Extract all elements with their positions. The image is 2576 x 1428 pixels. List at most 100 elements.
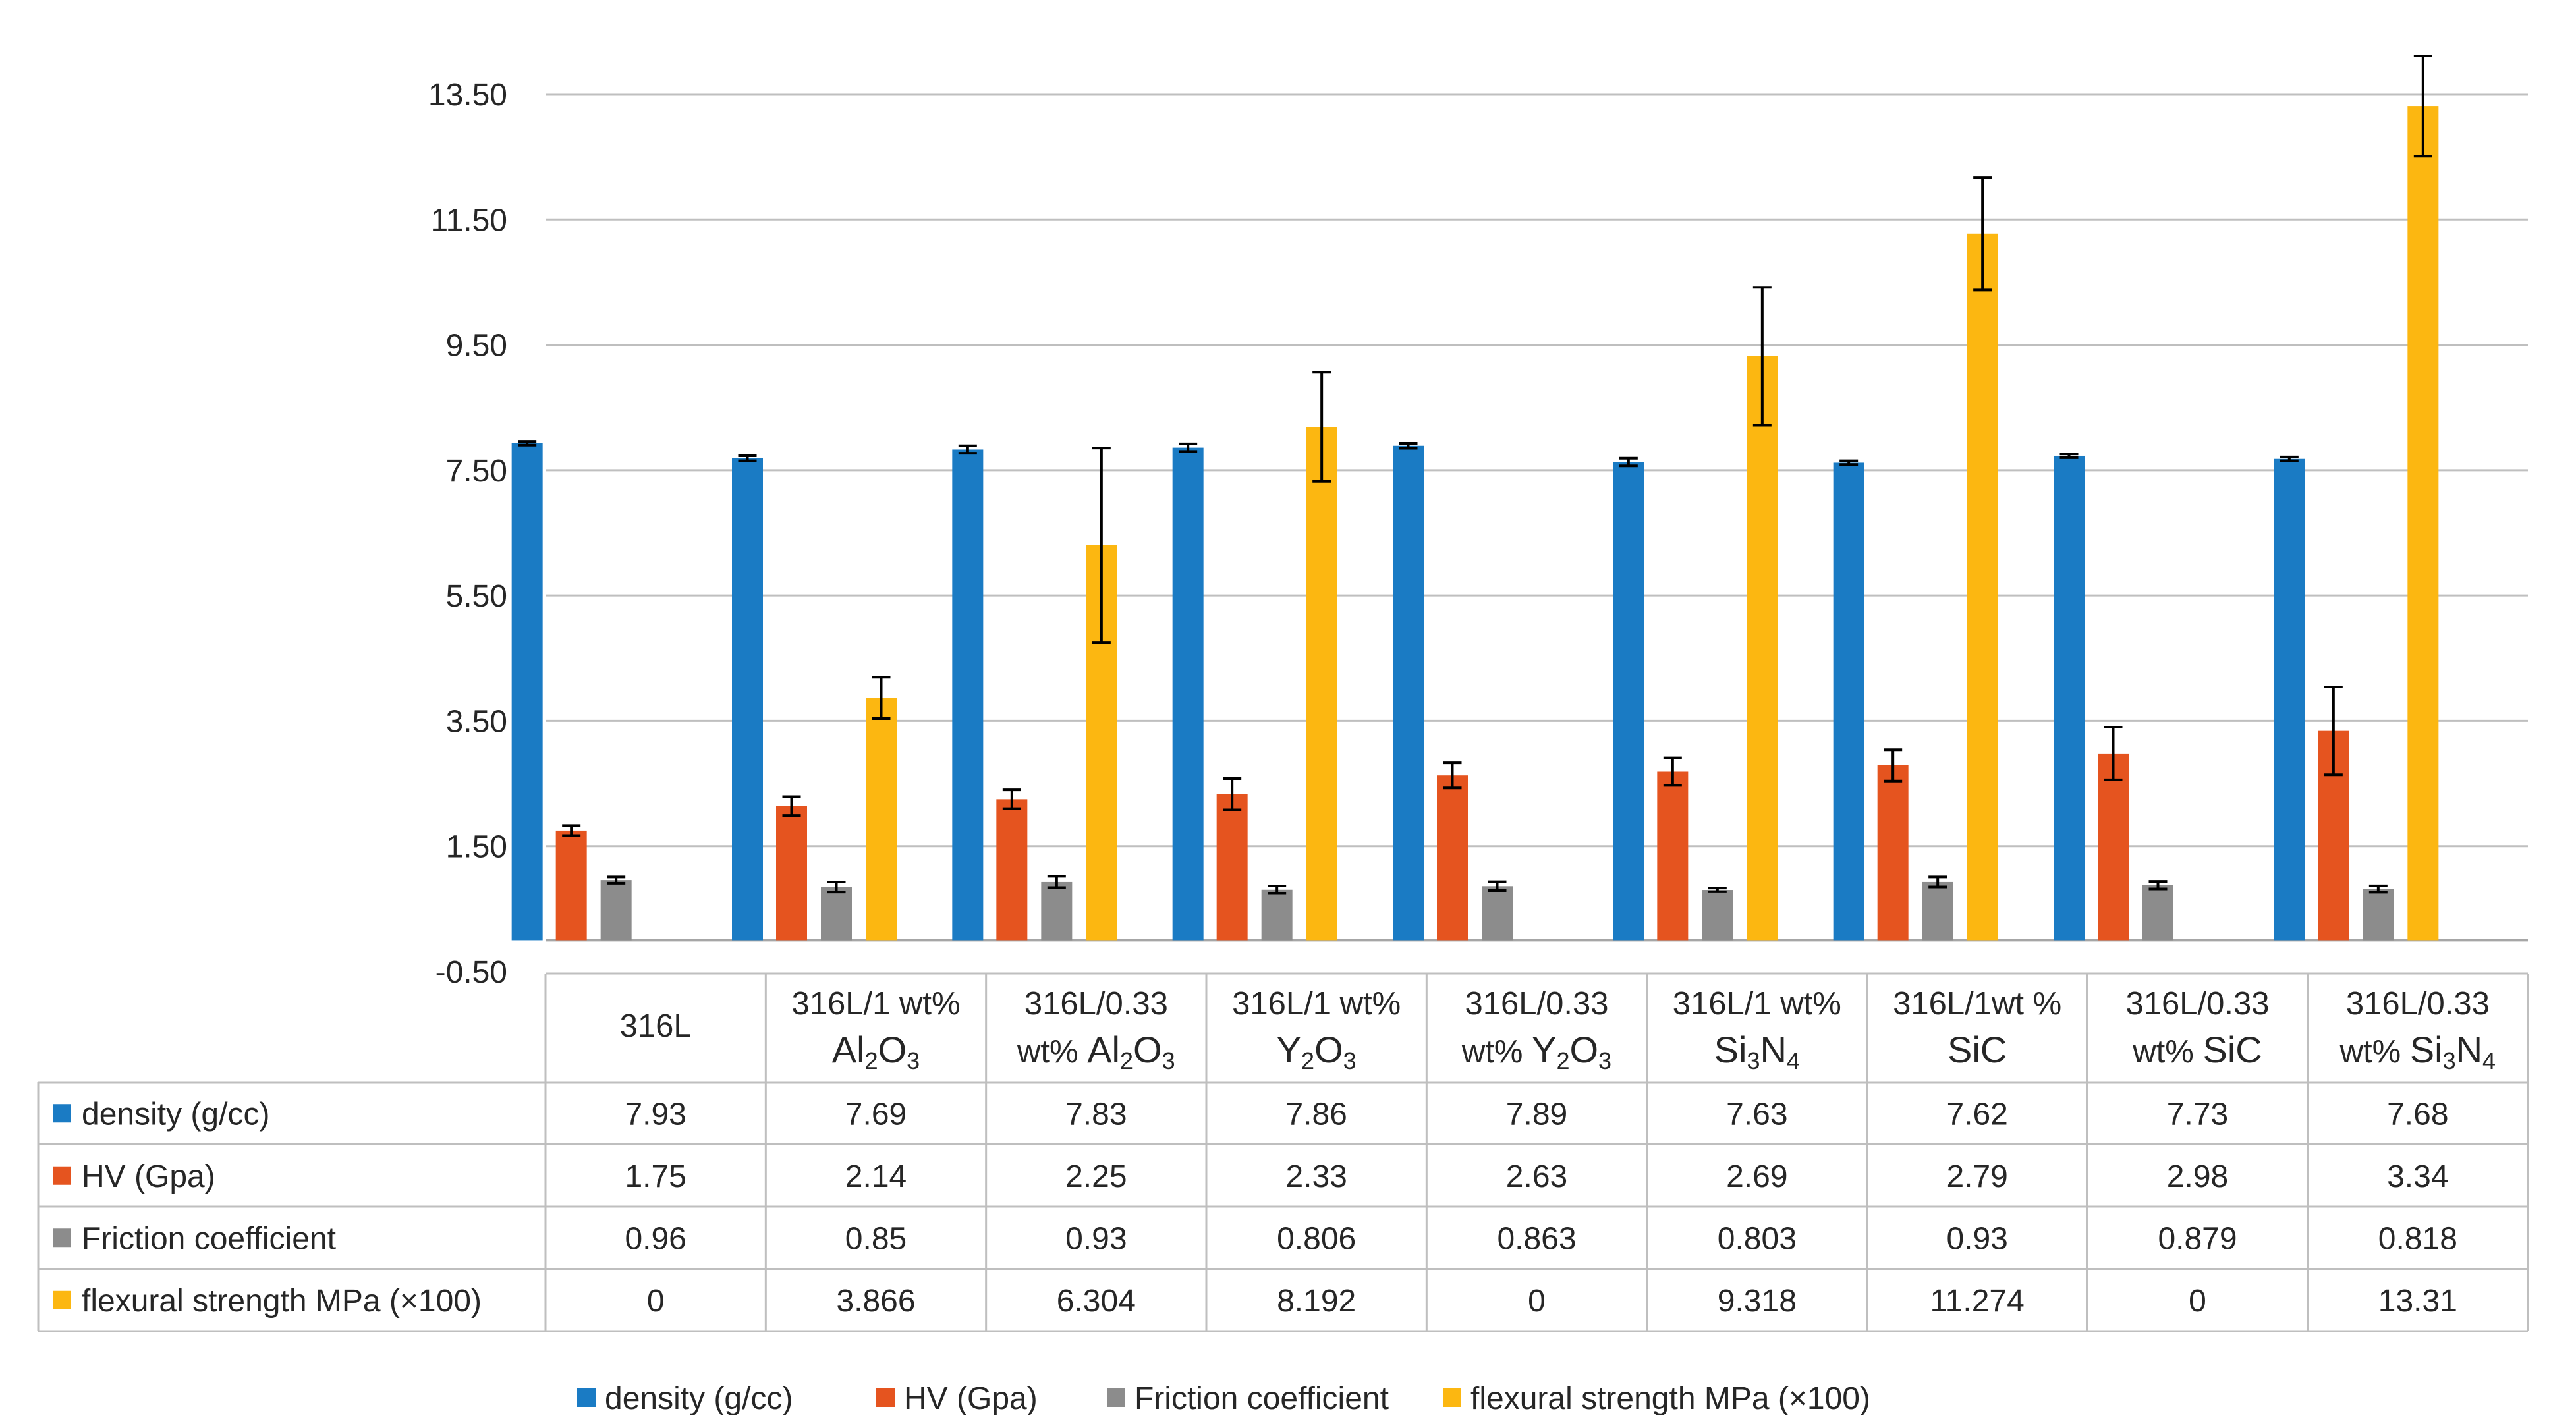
table-cell-value: 0.863 xyxy=(1497,1221,1576,1256)
legend-key xyxy=(876,1388,895,1407)
bar xyxy=(1657,771,1689,941)
formula-part: Al xyxy=(832,1029,865,1070)
table-cell-value: 0 xyxy=(647,1284,665,1319)
error-bars xyxy=(518,54,2432,895)
table-cell-value: 0.818 xyxy=(2378,1221,2457,1256)
table-cell-value: 0 xyxy=(2189,1284,2206,1319)
table-cell-value: 9.318 xyxy=(1718,1284,1797,1319)
table-cell-value: 0.93 xyxy=(1946,1221,2007,1256)
formula-part: O xyxy=(1569,1029,1598,1070)
y-tick-label: 1.50 xyxy=(446,830,507,865)
formula-subscript: 3 xyxy=(1162,1047,1175,1074)
table-cell-value: 2.69 xyxy=(1726,1159,1787,1194)
bar xyxy=(1482,886,1513,941)
bar xyxy=(2098,753,2129,941)
bar xyxy=(2054,455,2085,941)
formula-part: Si xyxy=(2410,1029,2443,1070)
formula-part: O xyxy=(1133,1029,1162,1070)
row-label: HV (Gpa) xyxy=(82,1159,215,1194)
bar xyxy=(732,458,763,941)
category-label: 316L/0.33 xyxy=(2126,986,2270,1022)
row-legend-key xyxy=(53,1166,71,1185)
bar xyxy=(776,806,807,941)
legend: density (g/cc) HV (Gpa) Friction coefficie… xyxy=(577,1381,1870,1416)
formula-part: Y xyxy=(1532,1029,1556,1070)
table-cell-value: 8.192 xyxy=(1277,1284,1356,1319)
legend-label: flexural strength MPa (×100) xyxy=(1470,1381,1870,1416)
category-label: 316L/0.33 xyxy=(1465,986,1609,1022)
table-cell-value: 7.93 xyxy=(625,1097,686,1132)
row-legend-key xyxy=(53,1290,71,1309)
bar xyxy=(555,830,587,941)
legend-label: Friction coefficient xyxy=(1134,1381,1389,1416)
table-cell-value: 2.79 xyxy=(1946,1159,2007,1194)
table-cell-value: 2.14 xyxy=(845,1159,907,1194)
bar xyxy=(1393,445,1424,941)
table-cell-value: 0.85 xyxy=(845,1221,907,1256)
category-label: Y2O3 xyxy=(1277,1029,1357,1074)
bar xyxy=(952,449,984,941)
bar xyxy=(2142,885,2173,941)
formula-subscript: 4 xyxy=(1787,1047,1800,1074)
category-label: 316L/0.33 xyxy=(2346,986,2490,1022)
y-tick-label: -0.50 xyxy=(435,955,507,990)
table-cell-value: 7.68 xyxy=(2387,1097,2448,1132)
formula-part: O xyxy=(1314,1029,1343,1070)
bar xyxy=(1833,462,1864,941)
row-label: flexural strength MPa (×100) xyxy=(82,1284,482,1319)
category-label: 316L/1wt % xyxy=(1893,986,2061,1022)
bar xyxy=(1922,881,1953,941)
formula-subscript: 2 xyxy=(865,1047,878,1074)
table-cell-value: 13.31 xyxy=(2378,1284,2457,1319)
table-cell-value: 0 xyxy=(1528,1284,1546,1319)
category-label: 316L xyxy=(620,1008,692,1044)
y-tick-label: 7.50 xyxy=(446,454,507,489)
category-label: Al2O3 xyxy=(832,1029,920,1074)
table-cell-value: 7.86 xyxy=(1285,1097,1347,1132)
category-label-part: wt% xyxy=(2132,1034,2202,1070)
bar xyxy=(1306,427,1337,941)
formula-subscript: 3 xyxy=(2443,1047,2456,1074)
table-cell-value: 0.879 xyxy=(2158,1221,2237,1256)
table-cell-value: 0.803 xyxy=(1718,1221,1797,1256)
category-label: Si3N4 xyxy=(1714,1029,1800,1074)
y-tick-label: 13.50 xyxy=(428,78,507,113)
bar xyxy=(600,880,632,941)
legend-key xyxy=(1107,1388,1125,1407)
category-label-part: wt% xyxy=(2339,1034,2410,1070)
table-cell-value: 7.73 xyxy=(2167,1097,2228,1132)
formula-subscript: 4 xyxy=(2482,1047,2496,1074)
formula-part: O xyxy=(878,1029,907,1070)
formula-part: SiC xyxy=(2202,1029,2262,1070)
y-tick-label: 11.50 xyxy=(430,203,507,238)
row-label: density (g/cc) xyxy=(82,1097,269,1132)
table-cell-value: 7.63 xyxy=(1726,1097,1787,1132)
table-cell-value: 2.98 xyxy=(2167,1159,2228,1194)
y-tick-label: 3.50 xyxy=(446,704,507,739)
legend-label: HV (Gpa) xyxy=(904,1381,1038,1416)
formula-part: Y xyxy=(1277,1029,1301,1070)
category-label: wt% SiC xyxy=(2132,1029,2262,1070)
bar xyxy=(511,443,543,941)
table-cell-value: 2.25 xyxy=(1065,1159,1127,1194)
formula-subscript: 2 xyxy=(1301,1047,1314,1074)
bar xyxy=(1967,233,1998,941)
table-cell-value: 7.69 xyxy=(845,1097,907,1132)
legend-key xyxy=(577,1388,596,1407)
bar xyxy=(1437,775,1468,941)
bar xyxy=(1261,889,1293,941)
table-cell-value: 7.83 xyxy=(1065,1097,1127,1132)
formula-part: N xyxy=(2456,1029,2482,1070)
bar xyxy=(1041,881,1073,941)
formula-part: N xyxy=(1760,1029,1787,1070)
bar xyxy=(1877,765,1909,941)
category-label: SiC xyxy=(1947,1029,2007,1070)
category-label: wt% Al2O3 xyxy=(1017,1029,1175,1074)
table-cell-value: 0.806 xyxy=(1277,1221,1356,1256)
category-label: wt% Y2O3 xyxy=(1461,1029,1611,1074)
category-label-part: wt% xyxy=(1017,1034,1087,1070)
table-cell-value: 0.93 xyxy=(1065,1221,1127,1256)
table-cell-value: 2.63 xyxy=(1506,1159,1567,1194)
